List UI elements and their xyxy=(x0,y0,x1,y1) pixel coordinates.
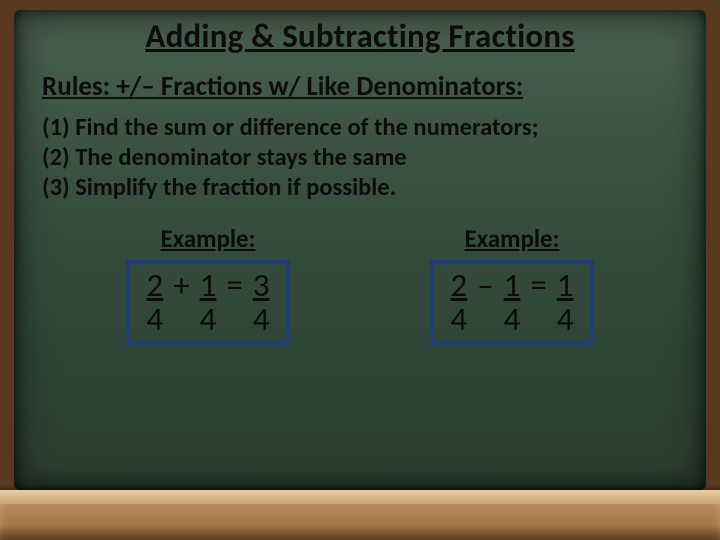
wood-frame: Adding & Subtracting Fractions Rules: +/… xyxy=(0,0,720,540)
example-box-subtraction: 2 4 – 1 4 = 1 4 xyxy=(430,260,593,345)
chalk-tray xyxy=(0,490,720,540)
rule-2: (2) The denominator stays the same xyxy=(42,143,678,173)
fraction-c-num: 3 xyxy=(253,268,270,303)
fraction-e-den: 4 xyxy=(504,302,521,337)
fraction-b: 1 4 xyxy=(200,268,217,337)
example-subtraction: Example: 2 4 – 1 4 = 1 4 xyxy=(430,223,593,345)
minus-operator: – xyxy=(477,268,493,303)
page-title: Adding & Subtracting Fractions xyxy=(42,16,678,56)
fraction-b-num: 1 xyxy=(200,268,217,303)
examples-row: Example: 2 4 + 1 4 = 3 4 xyxy=(42,223,678,345)
fraction-a-den: 4 xyxy=(146,302,163,337)
rules-heading: Rules: +/– Fractions w/ Like Denominator… xyxy=(42,70,678,103)
fraction-d: 2 4 xyxy=(450,268,467,337)
rules-list: (1) Find the sum or difference of the nu… xyxy=(42,113,678,203)
example-label-right: Example: xyxy=(464,223,559,254)
fraction-f: 1 4 xyxy=(557,268,574,337)
equals-operator: = xyxy=(530,268,546,303)
fraction-a: 2 4 xyxy=(146,268,163,337)
fraction-e-num: 1 xyxy=(504,268,521,303)
plus-operator: + xyxy=(173,268,189,303)
fraction-f-den: 4 xyxy=(557,302,574,337)
fraction-e: 1 4 xyxy=(504,268,521,337)
fraction-c: 3 4 xyxy=(253,268,270,337)
fraction-f-num: 1 xyxy=(557,268,574,303)
rule-1: (1) Find the sum or difference of the nu… xyxy=(42,113,678,143)
fraction-d-den: 4 xyxy=(450,302,467,337)
example-addition: Example: 2 4 + 1 4 = 3 4 xyxy=(126,223,289,345)
example-label-left: Example: xyxy=(160,223,255,254)
rule-3: (3) Simplify the fraction if possible. xyxy=(42,173,678,203)
fraction-c-den: 4 xyxy=(253,302,270,337)
chalkboard: Adding & Subtracting Fractions Rules: +/… xyxy=(14,10,706,490)
fraction-b-den: 4 xyxy=(200,302,217,337)
equals-operator: = xyxy=(226,268,242,303)
example-box-addition: 2 4 + 1 4 = 3 4 xyxy=(126,260,289,345)
fraction-a-num: 2 xyxy=(146,268,163,303)
fraction-d-num: 2 xyxy=(450,268,467,303)
